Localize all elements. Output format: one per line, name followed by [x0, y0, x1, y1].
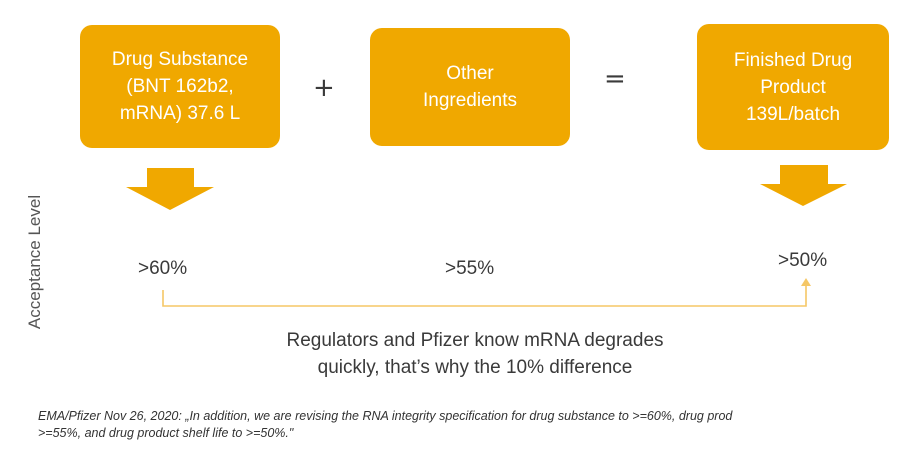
down-arrow-icon [126, 168, 214, 210]
acceptance-level-axis-label: Acceptance Level [25, 194, 44, 330]
finished-product-line-2: Product [760, 76, 826, 98]
other-ingredients-box: Other Ingredients [370, 28, 570, 146]
other-ingredients-line-2: Ingredients [422, 90, 517, 111]
finished-product-line-1: Finished Drug [733, 49, 853, 71]
note-line-1: Regulators and Pfizer know mRNA degrades [286, 330, 664, 351]
finished-product-level: >50% [778, 250, 828, 271]
drug-substance-level: >60% [138, 258, 188, 279]
drug-substance-line-1: Drug Substance [111, 49, 249, 70]
ema-pfizer-citation: EMA/Pfizer Nov 26, 2020: „In addition, w… [38, 408, 920, 442]
down-arrow-icon [760, 165, 847, 206]
connector-arrowhead-icon [801, 278, 811, 286]
drug-substance-line-3: mRNA) 37.6 L [119, 103, 241, 124]
finished-drug-product-box: Finished Drug Product 139L/batch [697, 24, 889, 150]
plus-sign: + [313, 73, 335, 103]
finished-product-line-3: 139L/batch [745, 103, 841, 125]
citation-line-2: >=55%, and drug product shelf life to >=… [38, 426, 294, 440]
citation-line-1: EMA/Pfizer Nov 26, 2020: „In addition, w… [38, 409, 733, 423]
difference-connector-line [162, 284, 807, 307]
note-line-2: quickly, that’s why the 10% difference [317, 357, 633, 378]
drug-substance-box: Drug Substance (BNT 162b2, mRNA) 37.6 L [80, 25, 280, 148]
drug-substance-line-2: (BNT 162b2, [126, 76, 234, 97]
other-ingredients-level: >55% [445, 258, 495, 279]
other-ingredients-line-1: Other [446, 63, 494, 84]
equals-sign: = [604, 64, 626, 94]
degradation-note: Regulators and Pfizer know mRNA degrades… [250, 327, 700, 381]
